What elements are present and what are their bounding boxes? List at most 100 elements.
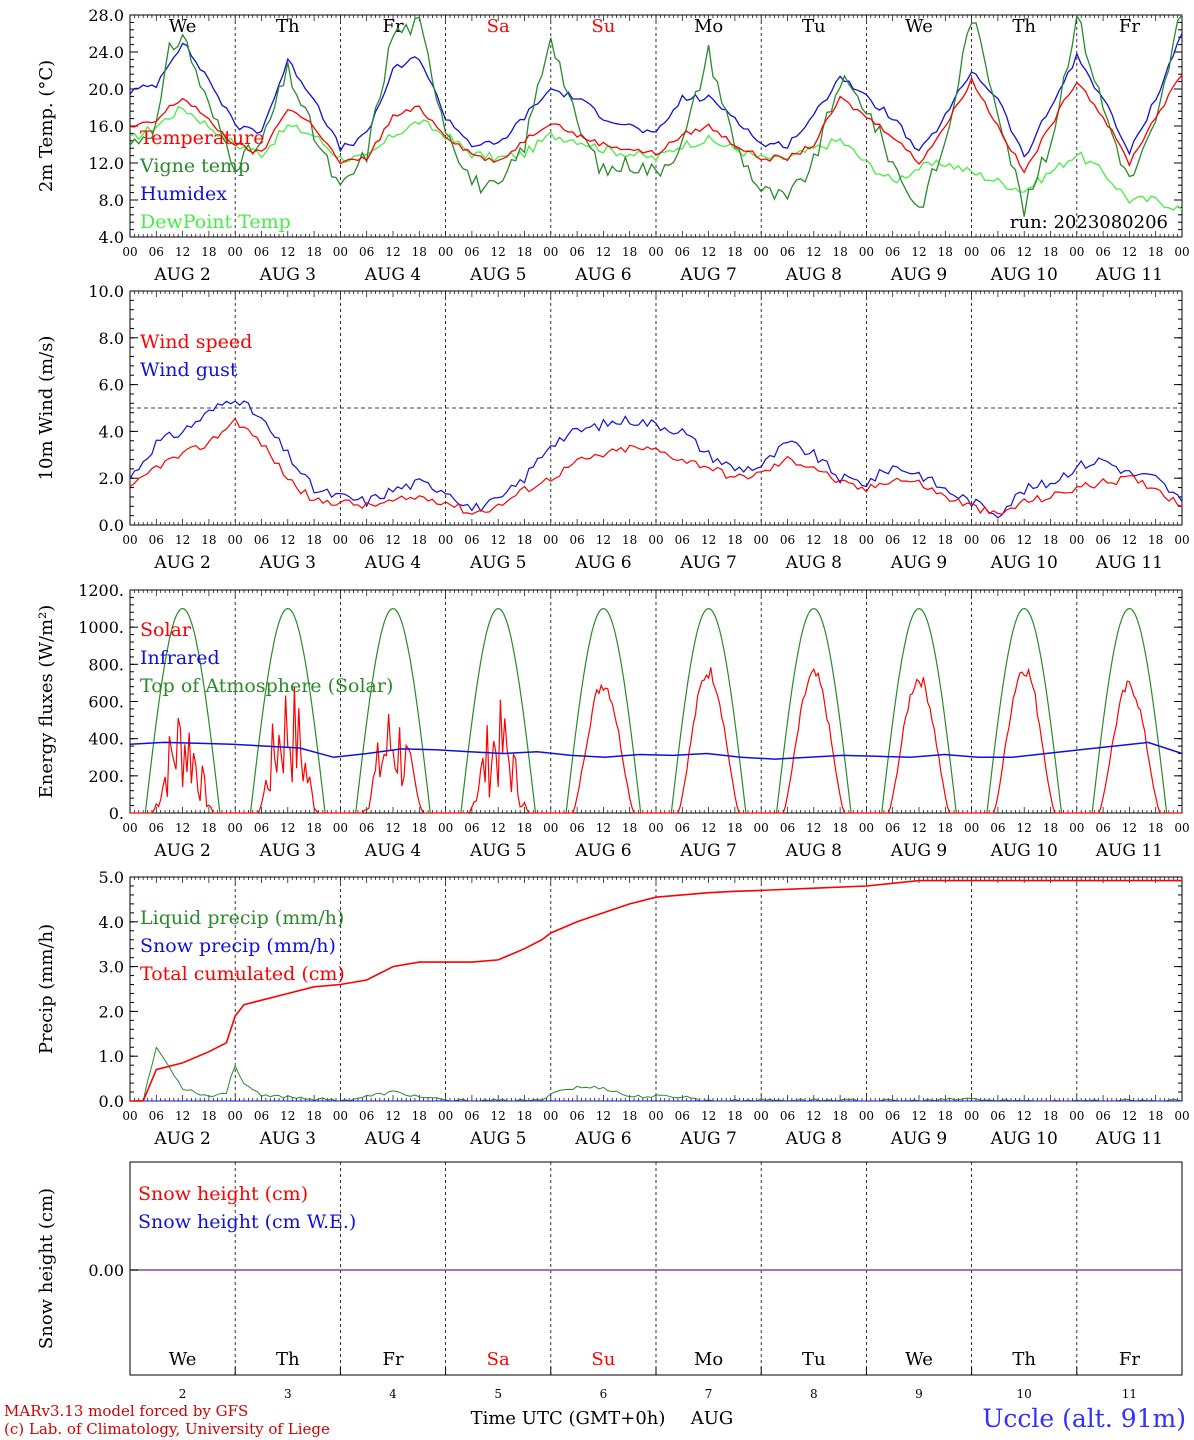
date-label: AUG 3	[259, 841, 316, 861]
toa-arch	[775, 607, 852, 814]
date-label: AUG 11	[1095, 265, 1163, 285]
toa-arch	[355, 607, 431, 814]
hour-tick-label: 18	[306, 533, 321, 547]
model-credit: MARv3.13 model forced by GFS	[4, 1402, 249, 1420]
hour-tick-label: 06	[254, 245, 269, 259]
hour-tick-label: 18	[517, 245, 532, 259]
hour-tick-label: 12	[385, 1109, 400, 1123]
hour-tick-label: 12	[701, 1109, 716, 1123]
hour-tick-label: 06	[149, 533, 164, 547]
date-number: 5	[494, 1387, 502, 1401]
series-blue	[129, 33, 1183, 158]
hour-tick-label: 18	[1148, 1109, 1163, 1123]
hour-tick-label: 00	[1069, 533, 1084, 547]
series-red	[130, 879, 1182, 1102]
wind-panel: 00 06 12 18 AUG 2 00 06 12 18 AUG 3 00 06 12 18 AUG 4 0…	[36, 282, 1190, 573]
hour-tick-label: 06	[885, 245, 900, 259]
hour-tick-label: 06	[1095, 245, 1110, 259]
hour-tick-label: 18	[201, 821, 216, 835]
hour-tick-label: 18	[832, 821, 847, 835]
day-name-top: Fr	[1119, 16, 1140, 37]
hour-tick-label: 06	[675, 245, 690, 259]
hour-tick-label: 06	[359, 245, 374, 259]
hour-tick-label: 06	[464, 821, 479, 835]
hour-tick-label: 00	[438, 1109, 453, 1123]
hour-tick-label: 00	[964, 821, 979, 835]
hour-tick-label: 06	[780, 821, 795, 835]
hour-tick-label: 00	[438, 245, 453, 259]
hour-tick-label: 06	[464, 245, 479, 259]
day-name-bottom: Tu	[802, 1349, 826, 1370]
hour-tick-label: 06	[149, 245, 164, 259]
date-number: 10	[1017, 1387, 1032, 1401]
date-label: AUG 4	[364, 265, 421, 285]
hour-tick-label: 12	[385, 245, 400, 259]
day-name-bottom: We	[905, 1349, 933, 1370]
hour-tick-label: 18	[938, 533, 953, 547]
temperature-panel: 00 06 12 18 AUG 2 00 06 12 18 AUG 3 00 06 12 18 AUG 4 0…	[36, 6, 1190, 285]
day-name-top: Th	[276, 16, 300, 37]
date-label: AUG 6	[574, 265, 631, 285]
date-number: 11	[1122, 1387, 1137, 1401]
hour-tick-label: 06	[254, 821, 269, 835]
date-label: AUG 7	[679, 553, 736, 573]
hour-tick-label: 18	[1148, 533, 1163, 547]
y-axis-label: 2m Temp. (°C)	[36, 60, 57, 192]
date-label: AUG 11	[1095, 1129, 1163, 1149]
hour-tick-label: 12	[280, 245, 295, 259]
hour-tick-label: 06	[780, 245, 795, 259]
hour-tick-label: 12	[1122, 1109, 1137, 1123]
hour-tick-label: 18	[1148, 821, 1163, 835]
hour-tick-label: 00	[1174, 1109, 1189, 1123]
hour-tick-label: 18	[727, 245, 742, 259]
hour-tick-label: 12	[1017, 821, 1032, 835]
series-red	[129, 74, 1183, 174]
hour-tick-label: 06	[780, 1109, 795, 1123]
y-axis-label: Precip (mm/h)	[36, 924, 57, 1054]
series-lightgreen	[129, 105, 1183, 211]
hour-tick-label: 00	[859, 245, 874, 259]
y-tick-label: 2.0	[99, 1002, 124, 1021]
toa-arch	[249, 607, 326, 814]
date-label: AUG 2	[153, 841, 210, 861]
hour-tick-label: 00	[438, 821, 453, 835]
hour-tick-label: 18	[1043, 245, 1058, 259]
hour-tick-label: 12	[596, 821, 611, 835]
y-tick-label: 5.0	[99, 868, 124, 887]
y-tick-label: 1000.	[78, 618, 124, 637]
legend-entry-3: Humidex	[140, 183, 227, 205]
hour-tick-label: 12	[175, 533, 190, 547]
y-tick-label: 24.0	[88, 43, 124, 62]
date-label: AUG 10	[990, 1129, 1058, 1149]
hour-tick-label: 18	[727, 1109, 742, 1123]
y-tick-label: 3.0	[99, 958, 124, 977]
hour-tick-label: 06	[359, 821, 374, 835]
hour-tick-label: 18	[517, 821, 532, 835]
hour-tick-label: 12	[701, 821, 716, 835]
hour-tick-label: 12	[596, 1109, 611, 1123]
hour-tick-label: 00	[859, 821, 874, 835]
hour-tick-label: 00	[964, 1109, 979, 1123]
day-name-bottom: Fr	[1119, 1349, 1140, 1370]
date-number: 2	[179, 1387, 187, 1401]
hour-tick-label: 06	[464, 533, 479, 547]
hour-tick-label: 18	[517, 533, 532, 547]
hour-tick-label: 00	[543, 533, 558, 547]
hour-tick-label: 18	[832, 533, 847, 547]
y-tick-label: 600.	[88, 693, 124, 712]
hour-tick-label: 00	[648, 1109, 663, 1123]
date-label: AUG 8	[785, 841, 842, 861]
hour-tick-label: 00	[543, 1109, 558, 1123]
legend-entry-1: Wind speed	[140, 331, 252, 353]
y-tick-label: 4.0	[99, 422, 124, 441]
hour-tick-label: 18	[201, 1109, 216, 1123]
hour-tick-label: 18	[938, 821, 953, 835]
hour-tick-label: 18	[727, 533, 742, 547]
hour-tick-label: 12	[911, 821, 926, 835]
y-tick-label: 0.0	[99, 1092, 124, 1111]
hour-tick-label: 00	[543, 821, 558, 835]
hour-tick-label: 06	[990, 533, 1005, 547]
hour-tick-label: 00	[333, 533, 348, 547]
hour-tick-label: 12	[280, 821, 295, 835]
hour-tick-label: 12	[911, 1109, 926, 1123]
